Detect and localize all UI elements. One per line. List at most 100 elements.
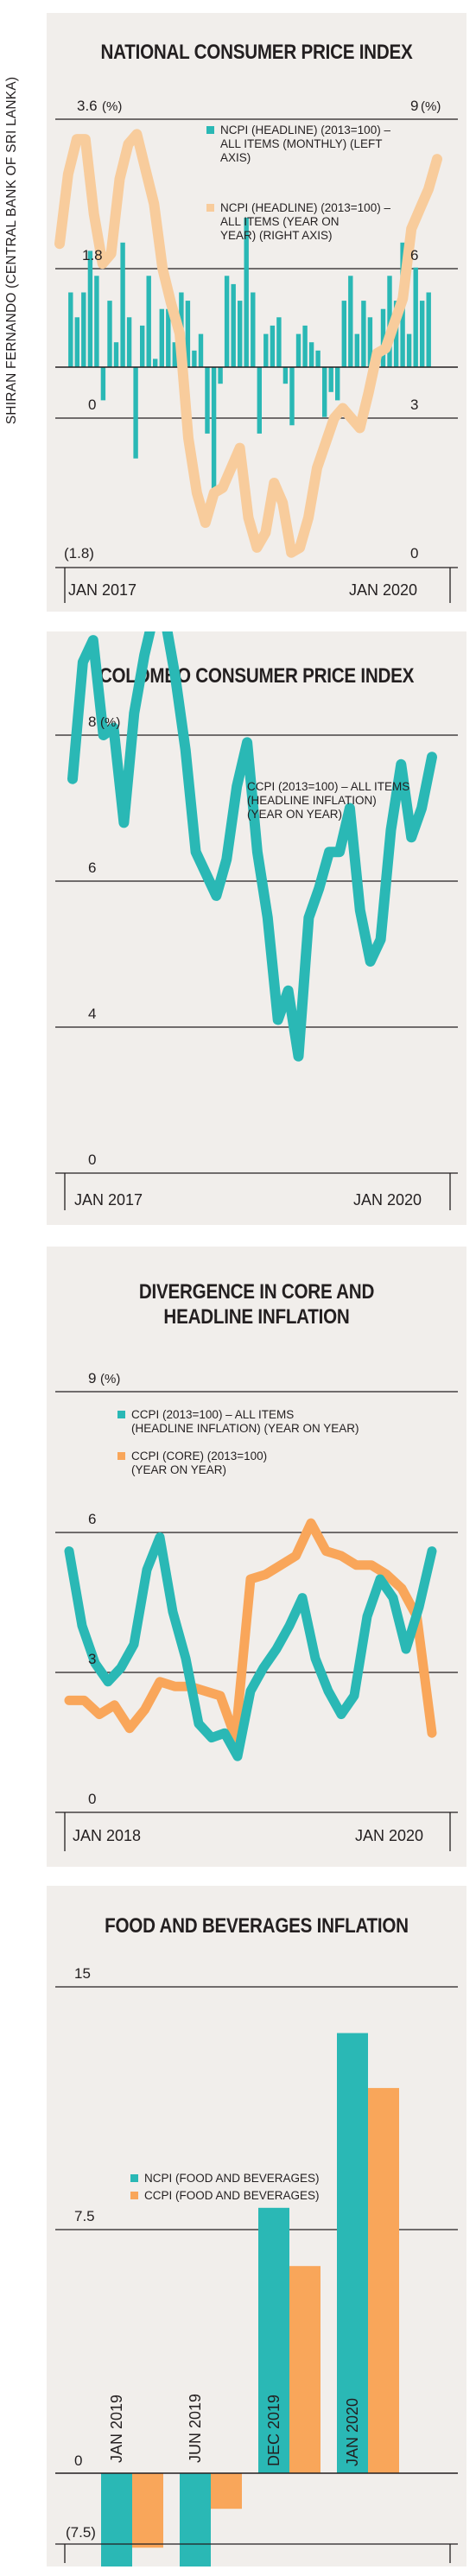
left-tick-label: (1.8)	[64, 545, 94, 562]
ccpi-chart-panel: COLOMBO CONSUMER PRICE INDEX 8 (%) 6 4 0…	[47, 631, 466, 1225]
monthly-bar	[380, 308, 386, 367]
monthly-bar	[335, 367, 340, 401]
monthly-bar	[361, 301, 366, 367]
y-tick-label: 0	[74, 2452, 82, 2469]
monthly-bar	[211, 367, 217, 500]
monthly-bar	[282, 367, 289, 384]
monthly-bar	[315, 350, 321, 367]
category-bar	[337, 2033, 368, 2473]
legend-line: (HEADLINE INFLATION)	[247, 794, 377, 807]
right-tick-label: 3	[410, 397, 418, 413]
chart-title: DIVERGENCE IN CORE AND HEADLINE INFLATIO…	[138, 1280, 375, 1329]
monthly-bar	[140, 325, 145, 367]
monthly-bar	[322, 367, 327, 417]
right-tick-label: 6	[410, 247, 418, 263]
monthly-bar	[302, 325, 308, 367]
core-line	[64, 1518, 437, 1743]
legend-text: CCPI (2013=100) – ALL ITEMS (HEADLINE INF…	[247, 780, 409, 821]
divergence-chart: 9 (%) 6 3 0 JAN 2018 JAN 2020 CCPI (2013…	[55, 1370, 458, 1851]
monthly-bar	[276, 317, 282, 367]
x-axis-label: JAN 2020	[349, 581, 417, 599]
legend-swatch-headline	[117, 1411, 125, 1418]
monthly-bar	[257, 367, 262, 434]
monthly-bar	[205, 367, 210, 434]
monthly-bar	[126, 317, 132, 367]
legend-swatch-ncpi	[130, 2174, 138, 2182]
monthly-bar	[133, 367, 138, 459]
ccpi-chart: 8 (%) 6 4 0 JAN 2017 JAN 2020 CCPI (2013…	[55, 631, 458, 1210]
headline-line	[64, 1532, 437, 1761]
monthly-bar	[172, 342, 177, 367]
monthly-bar	[231, 283, 236, 367]
chart-title: COLOMBO CONSUMER PRICE INDEX	[98, 664, 415, 688]
x-axis-label: JAN 2018	[73, 1827, 141, 1844]
legend-line: CCPI (2013=100) – ALL ITEMS	[131, 1408, 294, 1421]
monthly-bar	[94, 276, 99, 367]
monthly-bar	[295, 333, 301, 367]
chart-title: FOOD AND BEVERAGES INFLATION	[105, 1914, 409, 1938]
monthly-bar	[146, 276, 151, 367]
legend-text: NCPI (HEADLINE) (2013=100) – ALL ITEMS (M…	[220, 124, 390, 164]
category-bar	[132, 2473, 163, 2548]
category-bar	[180, 2473, 211, 2566]
legend-text: CCPI (FOOD AND BEVERAGES)	[144, 2189, 320, 2202]
y-tick-label: (7.5)	[66, 2524, 96, 2541]
monthly-bar	[308, 342, 314, 367]
monthly-bar	[192, 350, 197, 367]
legend-swatch-ccpi	[130, 2192, 138, 2199]
y-tick-label: 6	[88, 860, 96, 876]
legend-swatch-bars	[206, 126, 214, 134]
legend-text: CCPI (CORE) (2013=100) (YEAR ON YEAR)	[131, 1450, 267, 1476]
y-tick-label: 0	[88, 1152, 96, 1168]
legend-line: (YEAR ON YEAR)	[131, 1463, 226, 1476]
monthly-bar	[341, 301, 346, 367]
right-tick-label: 9	[410, 98, 418, 114]
category-bar	[368, 2088, 399, 2473]
ncpi-chart: 3.6 (%) 1.8 0 (1.8) 9 (%) 6 3 0 JAN 2017…	[54, 98, 458, 603]
monthly-bar	[68, 292, 73, 367]
monthly-bar	[328, 367, 333, 392]
legend-line: ALL ITEMS (MONTHLY) (LEFT	[220, 137, 383, 150]
ncpi-chart-panel: NATIONAL CONSUMER PRICE INDEX 3.6 (%) 1.…	[47, 13, 466, 612]
credit-text: SHIRAN FERNANDO (CENTRAL BANK OF SRI LAN…	[4, 76, 20, 425]
y-tick-label: 9	[88, 1370, 96, 1386]
y-unit-label: (%)	[100, 715, 120, 730]
food-bev-bars	[101, 2033, 399, 2566]
monthly-bar	[426, 292, 431, 367]
legend-text: NCPI (HEADLINE) (2013=100) – ALL ITEMS (Y…	[220, 201, 390, 242]
legend-swatch-line	[206, 204, 214, 212]
ccpi-line	[67, 631, 437, 1062]
category-bar	[289, 2266, 321, 2473]
monthly-bar	[113, 342, 119, 367]
monthly-bar	[166, 308, 171, 367]
monthly-bar	[270, 325, 276, 367]
legend-line: ALL ITEMS (YEAR ON	[220, 215, 340, 228]
y-tick-label: 0	[88, 1791, 96, 1807]
x-axis-label: JAN 2020	[353, 1191, 422, 1209]
legend-text: NCPI (FOOD AND BEVERAGES)	[144, 2172, 320, 2185]
x-axis-label: JAN 2017	[68, 581, 136, 599]
category-labels: JAN 2019 JUN 2019 DEC 2019 JAN 2020	[108, 2394, 361, 2466]
legend-line: CCPI (2013=100) – ALL ITEMS	[247, 780, 409, 793]
monthly-bar	[74, 317, 79, 367]
monthly-bar	[81, 292, 86, 367]
legend-swatch-core	[117, 1452, 125, 1460]
legend-line: (YEAR ON YEAR)	[247, 808, 342, 821]
left-tick-label: 3.6	[77, 98, 98, 114]
monthly-bar	[238, 301, 243, 367]
legend-line: AXIS)	[220, 151, 251, 164]
monthly-bar	[159, 308, 164, 367]
legend-text: CCPI (2013=100) – ALL ITEMS (HEADLINE INF…	[131, 1408, 359, 1435]
legend-swatch	[232, 783, 240, 790]
y-tick-label: 6	[88, 1511, 96, 1527]
monthly-bar	[107, 301, 112, 367]
right-tick-label: 0	[410, 545, 418, 562]
category-bar	[258, 2207, 289, 2473]
monthly-bar	[251, 292, 256, 367]
left-tick-label: 1.8	[82, 247, 103, 263]
monthly-bar	[354, 333, 359, 367]
category-label: JAN 2020	[344, 2398, 361, 2466]
monthly-bar	[218, 367, 223, 384]
photo-credit: SHIRAN FERNANDO (CENTRAL BANK OF SRI LAN…	[2, 17, 22, 484]
y-tick-label: 15	[74, 1965, 91, 1982]
